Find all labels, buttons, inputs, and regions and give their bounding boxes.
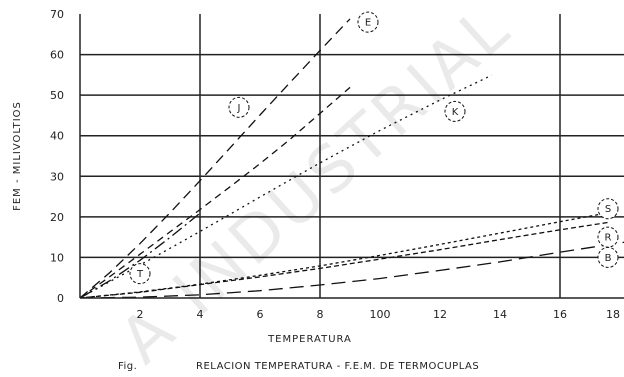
annotation-circle: [357, 11, 379, 33]
x-tick-label: 14: [493, 308, 507, 321]
annotation-circle: [597, 246, 619, 268]
annotation-label: E: [365, 18, 371, 29]
annotation-label: B: [605, 253, 612, 264]
series-line-b: [80, 241, 624, 298]
y-axis-label: FEM - MILIVOLTIOS: [12, 101, 23, 211]
x-tick-label: 8: [317, 308, 324, 321]
annotation-label: J: [237, 103, 241, 114]
series-line-e: [80, 18, 351, 298]
figure-caption: RELACION TEMPERATURA - F.E.M. DE TERMOCU…: [196, 361, 480, 372]
x-tick-label: 18: [606, 308, 620, 321]
annotation-label: R: [605, 233, 612, 244]
chart-series: [80, 18, 624, 298]
annotation-label: S: [605, 204, 611, 215]
x-tick-label: 4: [197, 308, 204, 321]
annotation-circle: [597, 198, 619, 220]
annotation-circle: [444, 100, 466, 122]
annotation-circle: [228, 96, 250, 118]
y-tick-label: 20: [50, 211, 64, 224]
series-annotation: K: [444, 100, 466, 122]
y-tick-label: 10: [50, 251, 64, 264]
x-axis-label: TEMPERATURA: [267, 334, 352, 345]
series-line-t: [80, 212, 201, 298]
axis-ticks: 0 10 20 30 40 50 60 70 2 4 6 8 100 12 14 16 18: [50, 8, 620, 321]
y-tick-label: 60: [50, 49, 64, 62]
x-tick-label: 2: [137, 308, 144, 321]
x-tick-label: 6: [257, 308, 264, 321]
x-tick-label: 16: [553, 308, 567, 321]
series-annotation: T: [129, 263, 151, 285]
series-annotation: S: [597, 198, 619, 220]
series-annotation: R: [597, 226, 619, 248]
annotation-circle: [129, 263, 151, 285]
chart-grid: [80, 14, 624, 298]
x-tick-label: 12: [433, 308, 447, 321]
y-tick-label: 50: [50, 89, 64, 102]
series-annotation: J: [228, 96, 250, 118]
y-tick-label: 30: [50, 170, 64, 183]
figure-number: Fig.: [118, 361, 138, 372]
y-tick-label: 0: [57, 292, 64, 305]
y-tick-label: 40: [50, 130, 64, 143]
x-tick-label: 100: [370, 308, 391, 321]
annotation-label: T: [136, 269, 144, 280]
series-line-k: [80, 74, 492, 298]
series-annotation: E: [357, 11, 379, 33]
series-annotation: B: [597, 246, 619, 268]
annotation-label: K: [452, 107, 459, 118]
y-tick-label: 70: [50, 8, 64, 21]
series-annotations: E J K T R S B: [129, 11, 619, 285]
series-line-r: [80, 211, 611, 298]
